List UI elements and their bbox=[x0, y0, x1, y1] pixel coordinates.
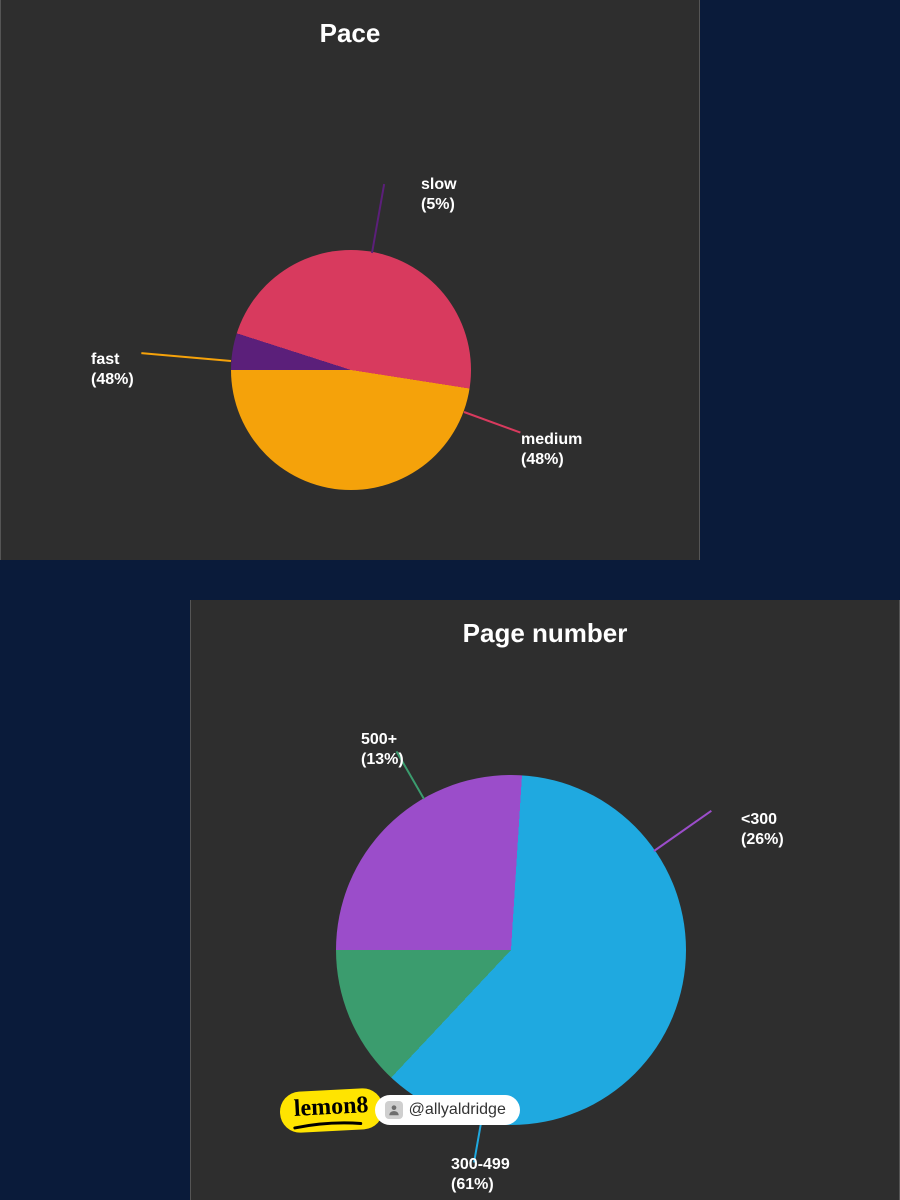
leader-line bbox=[371, 184, 385, 253]
pie-page-number bbox=[336, 775, 686, 1125]
person-icon bbox=[387, 1103, 401, 1117]
slice-label-lt300: <300(26%) bbox=[741, 810, 784, 850]
pie-disc bbox=[231, 250, 471, 490]
pie-pace bbox=[231, 250, 471, 490]
lemon8-logo: lemon8 bbox=[279, 1087, 384, 1133]
slice-label-medium: medium(48%) bbox=[521, 430, 582, 470]
chart-panel-pace: Pace slow(5%) medium(48%) fast(48%) bbox=[0, 0, 700, 560]
user-handle-text: @allyaldridge bbox=[409, 1101, 506, 1119]
chart-title: Pace bbox=[1, 0, 699, 49]
chart-title: Page number bbox=[191, 600, 899, 649]
leader-line bbox=[463, 411, 520, 433]
lemon8-text: lemon8 bbox=[293, 1092, 369, 1122]
leader-line bbox=[142, 352, 232, 362]
attribution-badge: lemon8 @allyaldridge bbox=[280, 1090, 520, 1130]
slice-label-fast: fast(48%) bbox=[91, 350, 134, 390]
slice-label-slow: slow(5%) bbox=[421, 175, 457, 215]
slice-label-500plus: 500+(13%) bbox=[361, 730, 404, 770]
user-icon bbox=[385, 1101, 403, 1119]
slice-label-300-499: 300-499(61%) bbox=[451, 1155, 510, 1195]
pie-disc bbox=[336, 775, 686, 1125]
user-handle-pill[interactable]: @allyaldridge bbox=[375, 1095, 520, 1125]
